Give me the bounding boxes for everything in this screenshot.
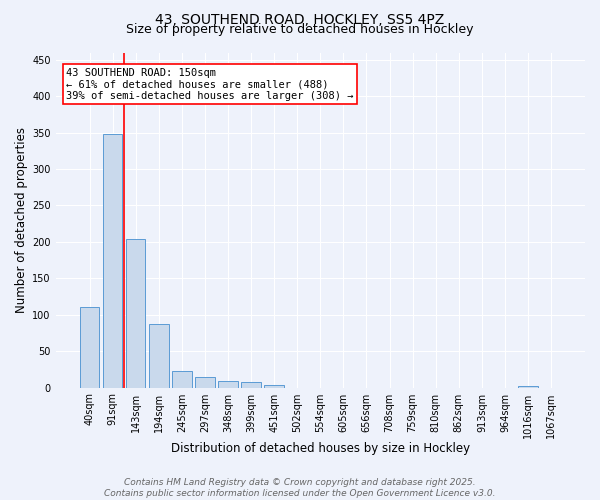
Bar (265, 384, 284, 388)
Bar (149, 324, 169, 388)
X-axis label: Distribution of detached houses by size in Hockley: Distribution of detached houses by size … (171, 442, 470, 455)
Bar (80, 308, 100, 388)
Bar (103, 134, 122, 388)
Text: 43, SOUTHEND ROAD, HOCKLEY, SS5 4PZ: 43, SOUTHEND ROAD, HOCKLEY, SS5 4PZ (155, 12, 445, 26)
Bar (218, 381, 238, 388)
Bar (241, 382, 261, 388)
Bar (126, 239, 145, 388)
Bar (195, 376, 215, 388)
Text: 43 SOUTHEND ROAD: 150sqm
← 61% of detached houses are smaller (488)
39% of semi-: 43 SOUTHEND ROAD: 150sqm ← 61% of detach… (66, 68, 354, 101)
Bar (172, 371, 191, 388)
Y-axis label: Number of detached properties: Number of detached properties (15, 127, 28, 313)
Bar (518, 386, 538, 388)
Text: Contains HM Land Registry data © Crown copyright and database right 2025.
Contai: Contains HM Land Registry data © Crown c… (104, 478, 496, 498)
Text: Size of property relative to detached houses in Hockley: Size of property relative to detached ho… (126, 22, 474, 36)
